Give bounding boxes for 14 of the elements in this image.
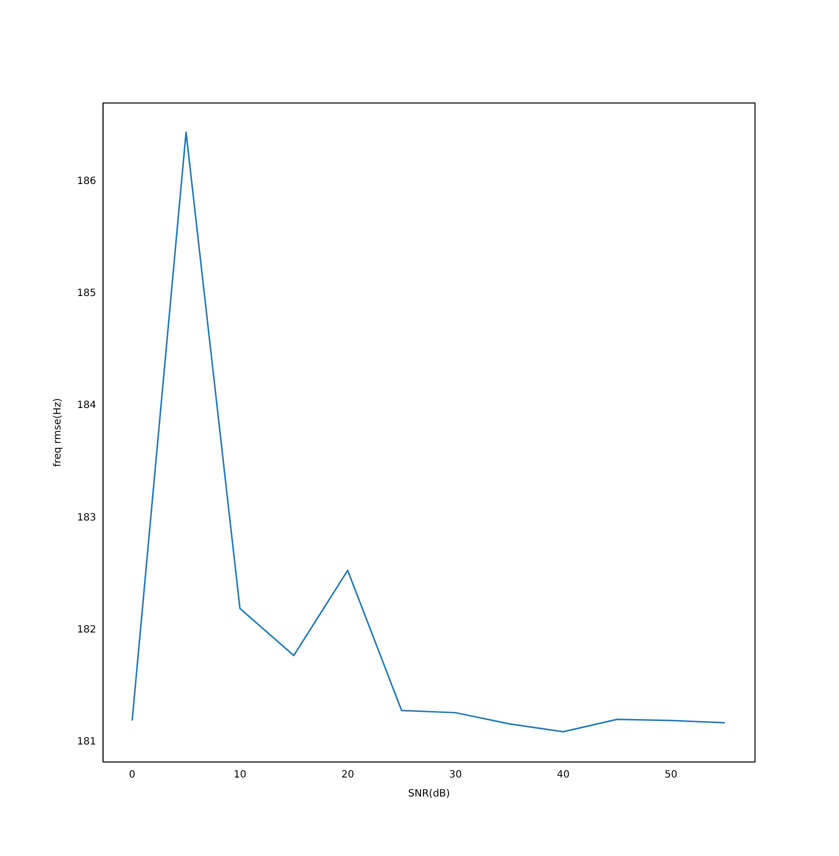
y-tick-label: 186 [76,176,96,188]
x-tick-label: 30 [449,770,462,781]
y-tick-label: 185 [76,288,96,300]
y-tick-label: 183 [76,512,96,524]
y-tick-label: 181 [76,736,96,748]
x-tick-label: 50 [664,770,678,781]
x-axis-title: SNR(dB) [408,788,450,800]
y-tick-label: 182 [76,624,96,636]
x-tick-label: 0 [128,770,136,781]
y-axis-title: freq rmse(Hz) [52,398,64,467]
x-tick-label: 20 [341,770,354,781]
x-tick-label: 10 [234,770,246,781]
y-tick-label: 184 [76,400,96,412]
x-tick-label: 40 [556,770,570,781]
